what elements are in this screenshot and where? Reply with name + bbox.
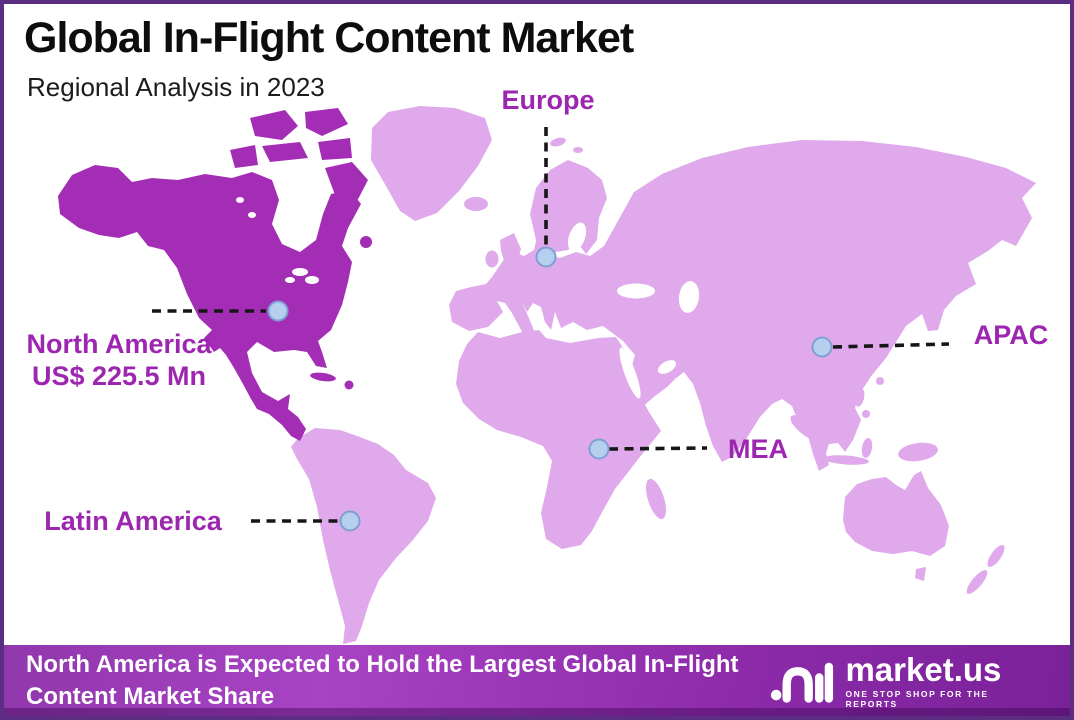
region-label-latin-america: Latin America [44, 506, 222, 536]
page-subtitle: Regional Analysis in 2023 [27, 72, 325, 102]
map-taiwan [876, 377, 884, 385]
map-sakhalin [935, 254, 945, 282]
map-island [573, 147, 583, 153]
marker-europe [535, 246, 557, 268]
region-label-north-america-name: North America [26, 329, 212, 359]
map-japan-kyushu [870, 317, 884, 333]
footer-headline: North America is Expected to Hold the La… [26, 650, 739, 710]
region-label-europe: Europe [501, 85, 595, 115]
marker-latin-america [339, 510, 361, 532]
map-great-lake [292, 268, 308, 276]
connector-apac [832, 342, 950, 349]
map-persian-gulf [657, 360, 677, 374]
region-label-mea: MEA [728, 434, 788, 464]
footer-banner: North America is Expected to Hold the La… [4, 645, 1070, 716]
marketus-logo-name: market.us [845, 650, 1002, 688]
region-label-apac: APAC [973, 320, 1049, 350]
marketus-logo-text: market.us ONE STOP SHOP FOR THE REPORTS [845, 653, 1042, 709]
map-borneo [828, 416, 856, 442]
region-value-north-america: US$ 225.5 Mn [31, 360, 207, 391]
map-caspian-sea [678, 281, 700, 313]
map-cuba [310, 372, 336, 382]
map-great-lake [285, 277, 295, 283]
map-sulawesi [861, 438, 873, 458]
map-scandinavia [530, 160, 607, 254]
map-red-sea [619, 347, 641, 399]
map-iceland [464, 197, 488, 211]
map-great-lake [305, 276, 319, 284]
map-victoria-island [230, 145, 258, 168]
map-java [823, 455, 869, 465]
map-eurasia [449, 140, 1036, 471]
map-arctic-island [318, 138, 352, 160]
map-ireland [485, 250, 499, 268]
marker-apac [811, 336, 833, 358]
map-arctic-island [262, 142, 308, 162]
map-australia [843, 471, 949, 556]
map-canadian-lake [248, 212, 256, 218]
map-baffin-island [325, 162, 368, 205]
map-black-sea [617, 283, 655, 299]
marketus-logo-tagline: ONE STOP SHOP FOR THE REPORTS [845, 688, 989, 709]
connector-mea [608, 446, 708, 451]
map-new-guinea [898, 442, 938, 462]
map-nz-south [966, 570, 988, 594]
map-philippines [855, 389, 865, 407]
map-arctic-island [305, 108, 348, 136]
map-uk [500, 233, 521, 266]
map-north-america-highlight [58, 165, 361, 441]
marker-north-america [267, 300, 289, 322]
map-canadian-lake [236, 197, 244, 203]
map-sumatra [790, 415, 822, 441]
page-title: Global In-Flight Content Market [24, 14, 634, 62]
map-newfoundland [360, 236, 372, 248]
map-svalbard [550, 137, 566, 147]
map-nz-north [987, 544, 1005, 568]
marketus-logo: market.us ONE STOP SHOP FOR THE REPORTS [770, 653, 1042, 709]
map-hispaniola [344, 380, 354, 390]
marker-mea [588, 438, 610, 460]
map-madagascar [645, 478, 667, 520]
map-africa [456, 330, 661, 549]
map-sri-lanka [725, 435, 737, 447]
region-label-north-america: North America US$ 225.5 Mn [26, 329, 211, 393]
map-japan-hokkaido [890, 282, 900, 292]
map-japan-honshu [880, 290, 896, 314]
map-tasmania [915, 567, 926, 581]
map-mindanao [862, 410, 870, 418]
marketus-logo-icon [771, 662, 834, 703]
map-greenland [371, 106, 492, 221]
map-arctic-island [250, 110, 298, 140]
map-south-america [291, 428, 436, 644]
map-baltic-sea [567, 222, 587, 252]
